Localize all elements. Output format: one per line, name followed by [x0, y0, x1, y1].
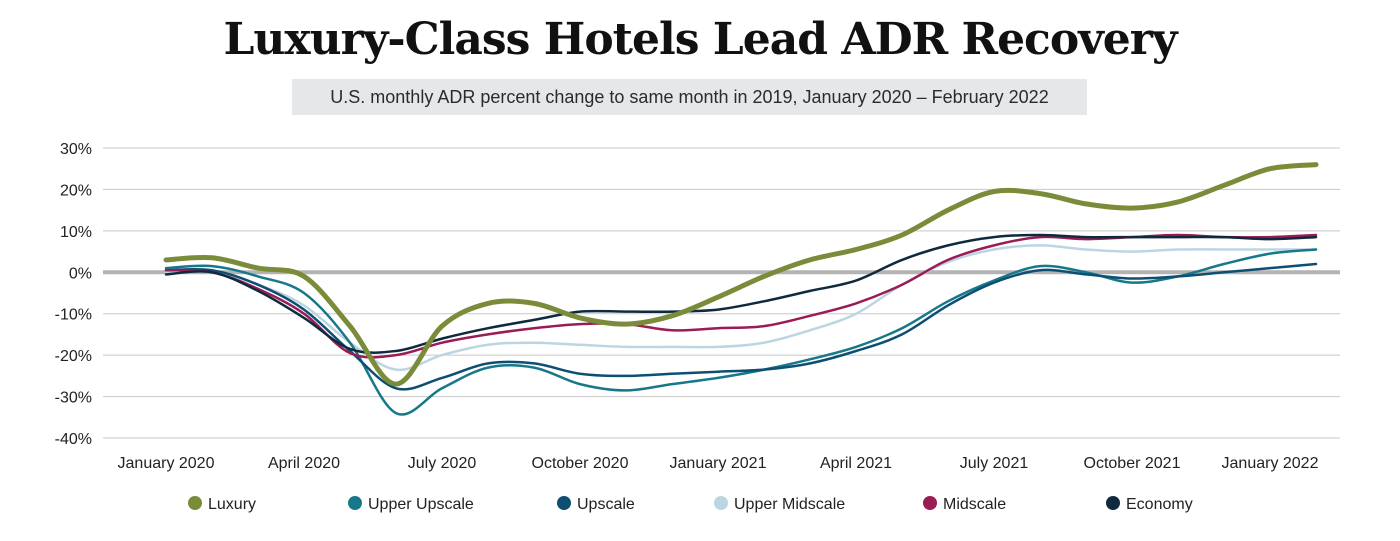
series-line-luxury [163, 162, 1319, 387]
grid-lines [103, 147, 1340, 439]
y-tick-label: 0% [69, 265, 92, 282]
legend-marker-luxury [188, 496, 202, 510]
y-tick-label: -30% [55, 390, 92, 407]
x-tick-label: January 2020 [118, 455, 215, 472]
series-line-upper-midscale [164, 244, 1318, 372]
legend-label-upscale: Upscale [577, 496, 635, 513]
series-line-economy [164, 233, 1318, 354]
x-tick-label: July 2020 [408, 455, 477, 472]
legend-label-upper-upscale: Upper Upscale [368, 496, 474, 513]
y-tick-label: -40% [55, 431, 92, 448]
y-tick-label: -20% [55, 348, 92, 365]
legend-marker-upper-upscale [348, 496, 362, 510]
legend-marker-upscale [557, 496, 571, 510]
chart-title: Luxury-Class Hotels Lead ADR Recovery [223, 14, 1177, 65]
x-tick-label: January 2022 [1222, 455, 1319, 472]
legend-label-midscale: Midscale [943, 496, 1006, 513]
legend-label-economy: Economy [1126, 496, 1193, 513]
y-tick-label: -10% [55, 307, 92, 324]
chart-subtitle: U.S. monthly ADR percent change to same … [292, 79, 1087, 115]
legend-label-upper-midscale: Upper Midscale [734, 496, 845, 513]
legend-label-luxury: Luxury [208, 496, 256, 513]
y-axis-ticks: 30% 20% 10% 0% -10% -20% -30% -40% [55, 141, 92, 448]
y-tick-label: 20% [60, 182, 92, 199]
legend: Luxury Upper Upscale Upscale Upper Midscale… [188, 496, 1193, 513]
series-line-upper-upscale [164, 248, 1318, 416]
legend-marker-economy [1106, 496, 1120, 510]
x-tick-label: April 2020 [268, 455, 340, 472]
x-tick-label: July 2021 [960, 455, 1029, 472]
x-tick-label: October 2020 [532, 455, 629, 472]
y-tick-label: 30% [60, 141, 92, 158]
x-tick-label: January 2021 [670, 455, 767, 472]
legend-marker-midscale [923, 496, 937, 510]
legend-marker-upper-midscale [714, 496, 728, 510]
x-tick-label: April 2021 [820, 455, 892, 472]
y-tick-label: 10% [60, 224, 92, 241]
x-tick-label: October 2021 [1084, 455, 1181, 472]
x-axis-ticks: January 2020 April 2020 July 2020 October 2… [118, 455, 1319, 472]
series-lines [163, 162, 1319, 416]
